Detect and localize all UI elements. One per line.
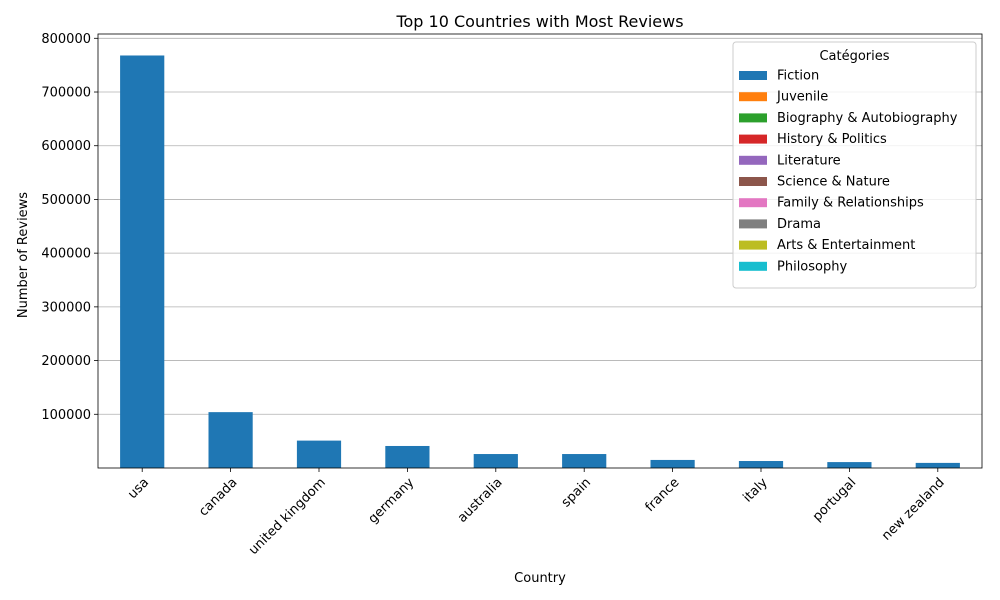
legend-swatch xyxy=(739,113,767,123)
chart-title: Top 10 Countries with Most Reviews xyxy=(395,12,683,31)
y-tick-label: 400000 xyxy=(41,247,91,262)
y-tick-label: 600000 xyxy=(41,139,91,154)
legend-label: Drama xyxy=(777,217,821,232)
bars xyxy=(120,55,960,469)
bar xyxy=(827,462,872,468)
bar xyxy=(296,440,342,468)
bar xyxy=(473,454,518,468)
bar xyxy=(562,454,607,468)
legend-swatch xyxy=(739,155,767,165)
bar xyxy=(208,412,253,468)
legend-label: Family & Relationships xyxy=(777,196,924,211)
legend-label: Philosophy xyxy=(777,259,847,274)
x-tick-label: germany xyxy=(366,475,418,527)
x-ticks: usa canada united kingdom germany australia s… xyxy=(125,468,948,558)
gridlines xyxy=(98,37,982,415)
bar xyxy=(650,459,695,468)
legend-title: Catégories xyxy=(819,49,889,64)
y-axis-label: Number of Reviews xyxy=(16,192,31,318)
legend-box xyxy=(732,41,977,289)
x-tick-label: spain xyxy=(559,475,594,510)
x-tick-label: italy xyxy=(740,475,771,506)
x-tick-label: portugal xyxy=(810,475,859,524)
y-tick-label: 500000 xyxy=(41,193,91,208)
legend-swatch xyxy=(739,198,767,208)
legend-swatch xyxy=(739,261,767,271)
bar xyxy=(915,462,960,468)
x-tick-label: canada xyxy=(196,475,240,519)
x-tick-label: united kingdom xyxy=(246,475,329,558)
y-tick-label: 800000 xyxy=(41,32,91,47)
y-tick-label: 700000 xyxy=(41,86,91,101)
legend-label: History & Politics xyxy=(777,132,887,147)
x-tick-label: new zealand xyxy=(879,475,947,543)
x-tick-label: australia xyxy=(455,475,506,526)
legend-swatch xyxy=(739,71,767,80)
y-ticks: 100000 200000 300000 400000 500000 600000 7000… xyxy=(41,32,98,423)
legend-swatch xyxy=(739,92,767,102)
y-tick-label: 300000 xyxy=(41,300,91,315)
legend-label: Fiction xyxy=(777,69,819,84)
legend-label: Science & Nature xyxy=(777,175,890,190)
plot-frame xyxy=(97,33,983,469)
legend-swatch xyxy=(739,240,767,250)
legend-label: Arts & Entertainment xyxy=(777,238,915,253)
legend-label: Literature xyxy=(777,153,841,168)
x-tick-label: france xyxy=(643,475,683,515)
legend-label: Biography & Autobiography xyxy=(777,111,958,126)
legend-swatch xyxy=(739,219,767,229)
x-axis-label: Country xyxy=(514,571,566,586)
axes xyxy=(97,33,983,469)
x-tick-label: usa xyxy=(125,475,152,502)
y-tick-label: 100000 xyxy=(41,408,91,423)
y-tick-label: 200000 xyxy=(41,354,91,369)
legend-swatch xyxy=(739,134,767,144)
legend-label: Juvenile xyxy=(776,90,828,105)
legend-swatch xyxy=(739,177,767,186)
bar xyxy=(120,55,165,469)
bar xyxy=(738,461,784,468)
bar xyxy=(385,445,430,468)
